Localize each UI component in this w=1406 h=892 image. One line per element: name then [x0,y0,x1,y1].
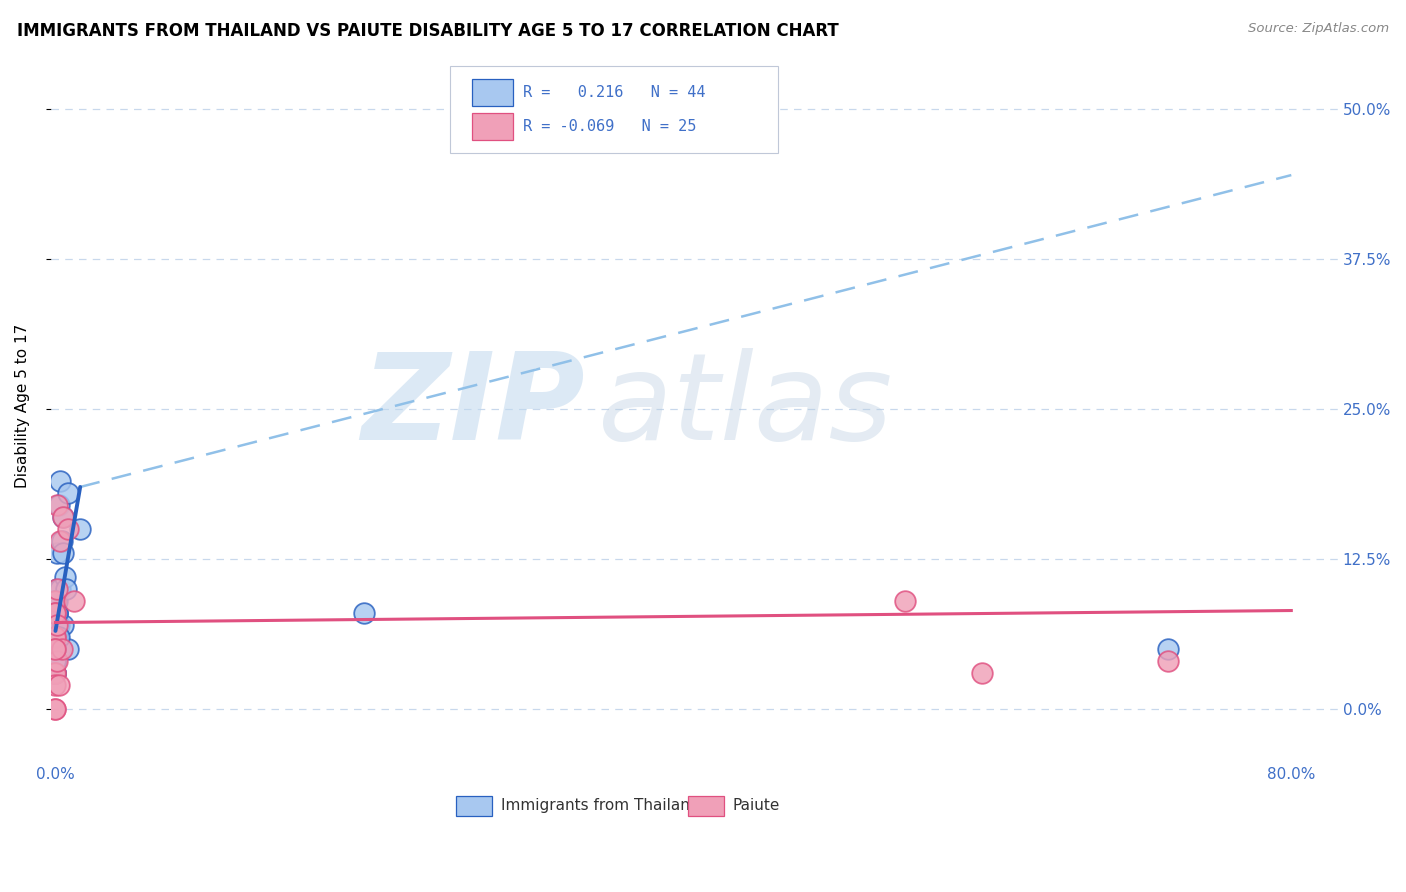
Point [44,641,66,656]
Point [44,665,66,680]
Point [46,546,69,560]
Point [46,594,69,608]
Point [46,606,69,620]
Point [44,618,66,632]
Text: Paiute: Paiute [733,798,780,814]
Point [44,665,66,680]
Point [894,594,917,608]
Point [44,654,66,668]
Point [49,582,72,596]
Text: Immigrants from Thailand: Immigrants from Thailand [501,798,700,814]
Point [46,498,69,512]
Point [44,630,66,644]
Point [49,474,72,488]
Point [48,618,70,632]
Point [56,641,79,656]
Point [44,594,66,608]
Point [48,582,70,596]
Point [46,618,69,632]
Point [49,641,72,656]
Point [44,702,66,716]
Point [46,630,69,644]
Text: IMMIGRANTS FROM THAILAND VS PAIUTE DISABILITY AGE 5 TO 17 CORRELATION CHART: IMMIGRANTS FROM THAILAND VS PAIUTE DISAB… [17,22,838,40]
Point [51,533,73,548]
Point [44,665,66,680]
Point [1157,641,1180,656]
Point [48,630,70,644]
Point [44,654,66,668]
Point [52,618,75,632]
FancyBboxPatch shape [456,797,492,816]
Point [49,533,72,548]
Point [44,630,66,644]
Point [52,510,75,524]
Point [44,606,66,620]
Point [51,641,73,656]
Point [44,665,66,680]
Point [44,702,66,716]
Point [44,654,66,668]
Point [46,582,69,596]
Point [46,582,69,596]
FancyBboxPatch shape [471,79,513,105]
Text: Source: ZipAtlas.com: Source: ZipAtlas.com [1249,22,1389,36]
Point [972,665,994,680]
Point [44,665,66,680]
Point [46,606,69,620]
Point [52,546,75,560]
Text: R =   0.216   N = 44: R = 0.216 N = 44 [523,85,706,100]
Point [44,618,66,632]
Point [353,606,375,620]
FancyBboxPatch shape [471,113,513,140]
Point [55,582,77,596]
FancyBboxPatch shape [450,66,778,153]
Text: atlas: atlas [598,348,893,465]
Point [56,522,79,536]
Point [48,678,70,692]
Text: R = -0.069   N = 25: R = -0.069 N = 25 [523,120,696,134]
Point [46,654,69,668]
Point [44,641,66,656]
Point [46,606,69,620]
Point [46,618,69,632]
Point [56,486,79,500]
Point [44,641,66,656]
Point [53,570,76,584]
Point [1157,654,1180,668]
Point [69,522,91,536]
Point [46,630,69,644]
Point [44,641,66,656]
Point [44,630,66,644]
Point [44,594,66,608]
Point [48,498,70,512]
Point [44,641,66,656]
Point [44,630,66,644]
Text: ZIP: ZIP [361,348,585,465]
Point [63,594,86,608]
Point [44,678,66,692]
Point [44,654,66,668]
Point [44,630,66,644]
FancyBboxPatch shape [688,797,724,816]
Point [44,641,66,656]
Point [44,606,66,620]
Point [52,510,75,524]
Y-axis label: Disability Age 5 to 17: Disability Age 5 to 17 [15,324,30,488]
